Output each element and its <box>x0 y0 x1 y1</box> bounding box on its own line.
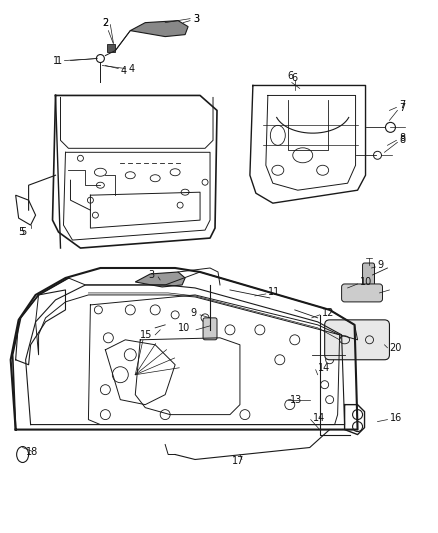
Text: 8: 8 <box>399 135 406 146</box>
Text: 14: 14 <box>313 413 325 423</box>
Text: 9: 9 <box>190 308 196 318</box>
Text: 8: 8 <box>399 133 406 143</box>
Text: 20: 20 <box>389 343 402 353</box>
Text: 3: 3 <box>148 270 154 280</box>
Text: 1: 1 <box>56 55 62 66</box>
Text: 4: 4 <box>128 63 134 74</box>
Text: 15: 15 <box>140 330 152 340</box>
Text: 3: 3 <box>193 14 199 23</box>
Text: 18: 18 <box>25 447 38 457</box>
Text: 10: 10 <box>178 323 191 333</box>
Text: 1: 1 <box>53 55 59 66</box>
Text: 2: 2 <box>102 18 109 28</box>
Text: 17: 17 <box>232 456 244 466</box>
Text: 7: 7 <box>399 103 406 114</box>
FancyBboxPatch shape <box>203 318 217 340</box>
Text: 3: 3 <box>193 14 199 23</box>
Text: 13: 13 <box>290 394 302 405</box>
Text: 7: 7 <box>399 100 406 110</box>
FancyBboxPatch shape <box>325 320 389 360</box>
Polygon shape <box>130 21 188 37</box>
Text: 11: 11 <box>268 287 280 297</box>
FancyBboxPatch shape <box>342 284 382 302</box>
Text: 6: 6 <box>288 71 294 82</box>
Text: 14: 14 <box>318 363 330 373</box>
Text: 5: 5 <box>21 227 27 237</box>
Polygon shape <box>135 272 185 287</box>
Text: 2: 2 <box>102 18 109 28</box>
Text: 10: 10 <box>360 277 372 287</box>
Text: 9: 9 <box>378 260 384 270</box>
FancyBboxPatch shape <box>107 44 115 52</box>
Text: 6: 6 <box>292 74 298 84</box>
FancyBboxPatch shape <box>363 263 374 287</box>
Text: 12: 12 <box>321 308 334 318</box>
Text: 4: 4 <box>120 66 127 76</box>
Text: 16: 16 <box>389 413 402 423</box>
Text: 5: 5 <box>19 227 25 237</box>
